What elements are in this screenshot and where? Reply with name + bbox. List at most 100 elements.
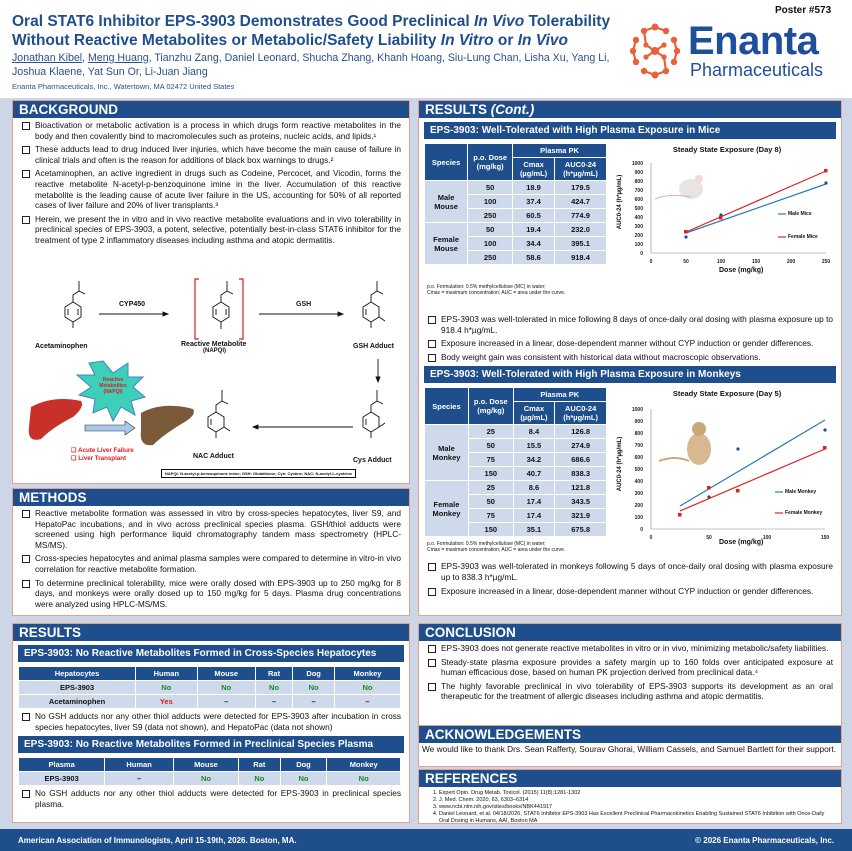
table-header-row: Hepatocytes Human Mouse Rat Dog Monkey: [19, 667, 400, 680]
svg-text:500: 500: [635, 467, 644, 473]
table-cell: 34.2: [513, 453, 555, 467]
svg-text:0: 0: [640, 527, 643, 533]
column-header: p.o. Dose (mg/kg): [468, 144, 513, 180]
svg-text:700: 700: [635, 188, 644, 194]
table-cell: 126.8: [555, 425, 606, 439]
section-heading: RESULTS (Cont.): [419, 101, 841, 118]
table-cell: No: [335, 681, 400, 694]
bullet-item: Cross-species hepatocytes and animal pla…: [21, 553, 401, 574]
svg-text:300: 300: [635, 491, 644, 497]
napqi-label: (NAPQI): [203, 348, 226, 354]
mice-bullets: EPS-3903 was well-tolerated in mice foll…: [419, 312, 841, 362]
table-header-row: Plasma Human Mouse Rat Dog Monkey: [19, 758, 400, 772]
acetaminophen-label: Acetaminophen: [35, 343, 88, 350]
table-cell: 321.9: [555, 509, 606, 523]
table-cell: 424.7: [554, 195, 606, 208]
column-header: Hepatocytes: [19, 667, 136, 680]
species-label: Male Mouse: [425, 181, 468, 222]
column-header: Dog: [293, 667, 335, 680]
table-cell: 58.6: [513, 251, 554, 264]
cyp450-label: CYP450: [119, 301, 146, 308]
svg-text:1000: 1000: [632, 161, 643, 167]
burst-label: Reactive Metabolites (NAPQI): [99, 377, 127, 395]
gsh-adduct-label: GSH Adduct: [353, 343, 394, 350]
monkeys-exposure-chart: Steady State Exposure (Day 5) 1000 900 800…: [615, 389, 839, 549]
column-header: AUC0-24 (h*µg/mL): [555, 402, 606, 425]
author-list: Jonathan Kibel, Meng Huang, Tianzhu Zang…: [12, 52, 610, 78]
outcome-text: Liver Transplant: [78, 455, 127, 462]
column-header: Plasma: [19, 758, 105, 772]
table-row: 100 34.4 395.1: [425, 237, 606, 250]
outcome-text: Acute Liver Failure: [78, 447, 134, 454]
table-row: 150 35.1 675.8: [425, 523, 606, 537]
svg-text:100: 100: [717, 259, 726, 265]
plasma-bullets: No GSH adducts nor any other thiol adduc…: [13, 786, 409, 809]
mice-data-area: Species p.o. Dose (mg/kg) Plasma PK Cmax…: [419, 143, 841, 296]
table-cell: 35.1: [513, 523, 555, 537]
chart-title: Steady State Exposure (Day 5): [672, 389, 782, 399]
svg-text:150: 150: [821, 535, 830, 541]
column-header: Mouse: [197, 667, 255, 680]
monkeys-footnote: p.o. Formulation: 0.5% methylcellulose (…: [419, 540, 619, 554]
svg-text:900: 900: [635, 170, 644, 176]
table-cell: 40.7: [513, 467, 555, 481]
table-cell: 838.3: [555, 467, 606, 481]
table-cell: No: [197, 681, 255, 694]
acknowledgements-section: ACKNOWLEDGEMENTS We would like to thank …: [418, 725, 842, 767]
table-cell: No: [255, 681, 293, 694]
bullet-item: Herein, we present the in vitro and in v…: [21, 214, 401, 246]
monkeys-data-area: Species p.o. Dose (mg/kg) Plasma PK Cmax…: [419, 387, 841, 553]
y-axis-label: AUC0-24 (h*µg/mL): [617, 174, 624, 230]
section-heading: RESULTS: [13, 624, 409, 641]
legend-male-monkey: Male Monkey: [785, 489, 817, 496]
gsh-label: GSH: [296, 301, 312, 308]
svg-text:0: 0: [650, 535, 653, 541]
table-cell: 19.4: [513, 223, 554, 236]
reference-item: Daniel Leonard, et al. 04/18/2026, STAT6…: [439, 811, 833, 825]
bullet-item: Bioactivation or metabolic activation is…: [21, 120, 401, 141]
svg-text:200: 200: [787, 259, 796, 265]
poster-header: Oral STAT6 Inhibitor EPS-3903 Demonstrat…: [0, 0, 852, 98]
table-cell: 25: [468, 425, 513, 439]
column-header: Mouse: [173, 758, 239, 772]
column-header: Cmax (µg/mL): [513, 402, 555, 425]
table-cell: No: [173, 772, 239, 786]
svg-text:100: 100: [635, 515, 644, 521]
column-header: AUC0-24 (h*µg/mL): [554, 158, 606, 180]
row-label: EPS-3903: [19, 681, 136, 694]
table-cell: 250: [468, 251, 513, 264]
bullet-item: Exposure increased in a linear, dose-dep…: [427, 586, 833, 597]
table-row: Male Monkey 25 8.4 126.8: [425, 425, 606, 481]
reaction-scheme-diagram: [28, 278, 386, 446]
table-cell: No: [327, 772, 400, 786]
damaged-liver: [140, 405, 194, 446]
table-row: Male Mouse 50 18.9 179.5: [425, 181, 606, 222]
presenting-author: Meng Huang: [87, 52, 149, 64]
subsection-heading: EPS-3903: No Reactive Metabolites Formed…: [18, 736, 404, 754]
column-header: Cmax (µg/mL): [513, 158, 554, 180]
reference-item: www.ncbi.nlm.nih.gov/sites/books/NBK4419…: [439, 804, 833, 811]
column-header: Species: [425, 388, 468, 425]
title-text: Oral STAT6 Inhibitor EPS-3903 Demonstrat…: [12, 13, 474, 30]
table-cell: 60.5: [513, 209, 554, 222]
table-cell: 150: [468, 467, 513, 481]
presenting-author: Jonathan Kibel: [12, 52, 83, 64]
table-header-row: Cmax (µg/mL) AUC0-24 (h*µg/mL): [425, 402, 606, 425]
poster-title: Oral STAT6 Inhibitor EPS-3903 Demonstrat…: [12, 12, 612, 50]
svg-text:250: 250: [822, 259, 831, 265]
svg-text:600: 600: [635, 455, 644, 461]
results-cont-section: RESULTS (Cont.) EPS-3903: Well-Tolerated…: [418, 100, 842, 616]
background-section: BACKGROUND Bioactivation or metabolic ac…: [12, 100, 410, 484]
svg-text:400: 400: [635, 479, 644, 485]
table-cell: 100: [468, 195, 513, 208]
table-cell: No: [293, 681, 335, 694]
monkeys-pk-table: Species p.o. Dose (mg/kg) Plasma PK Cmax…: [424, 387, 607, 537]
table-row: 75 34.2 686.6: [425, 453, 606, 467]
burst-shape: [75, 360, 147, 423]
monkeys-bullets: EPS-3903 was well-tolerated in monkeys f…: [419, 559, 841, 596]
table-cell: 17.4: [513, 509, 555, 523]
table-header-row: Species p.o. Dose (mg/kg) Plasma PK: [425, 144, 606, 180]
table-cell: 121.8: [555, 481, 606, 495]
table-cell: 774.9: [554, 209, 606, 222]
